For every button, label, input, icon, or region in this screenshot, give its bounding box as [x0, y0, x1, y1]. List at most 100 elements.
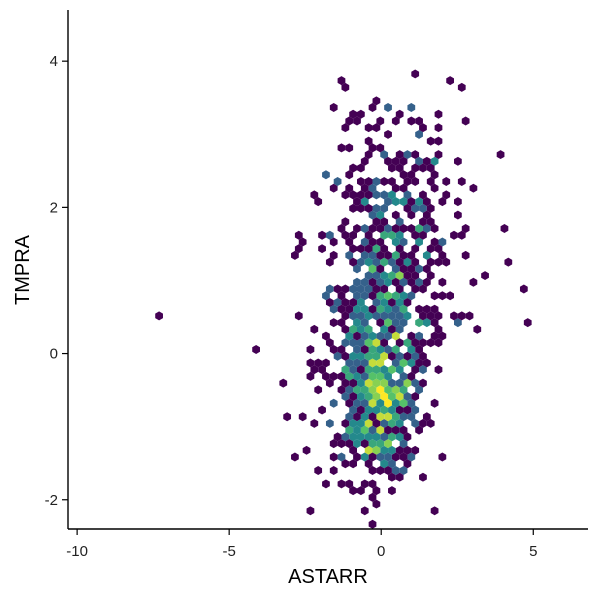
hex-cell [430, 506, 439, 516]
hex-cell [426, 217, 435, 227]
hex-cell [391, 398, 400, 408]
hex-cell [391, 156, 400, 166]
hex-cell [341, 324, 350, 334]
hex-cell [419, 472, 427, 482]
hex-cell [368, 492, 377, 502]
hex-cell [481, 271, 489, 281]
hex-cell [360, 452, 369, 462]
hex-cell [411, 271, 420, 281]
hex-cell [395, 472, 404, 482]
hex-cell [357, 284, 365, 294]
hex-cell [419, 284, 427, 294]
hex-cell [403, 257, 412, 267]
hex-cell [353, 304, 361, 314]
hex-cell [322, 170, 330, 180]
hex-cell [384, 452, 392, 462]
hex-cell [353, 358, 361, 368]
hex-cell [349, 190, 357, 200]
x-tick-label: 5 [529, 543, 537, 560]
hex-cell [314, 465, 323, 475]
hex-cell [376, 224, 385, 233]
hex-cell [368, 398, 377, 408]
hex-cell [345, 371, 354, 381]
hex-cell [426, 311, 435, 321]
hex-cell [388, 271, 396, 281]
hex-cell [360, 237, 369, 247]
hex-cell [434, 244, 443, 254]
hex-cell [337, 479, 346, 489]
hex-cell [349, 324, 357, 334]
hex-cell [333, 432, 342, 442]
hex-cell [399, 291, 408, 301]
hex-cell [395, 257, 404, 267]
hex-cell [380, 365, 389, 375]
hex-cell [384, 156, 392, 166]
x-tick-label: -5 [222, 543, 235, 560]
hex-cell [349, 418, 357, 428]
hex-cell [283, 412, 292, 422]
hex-cell [372, 190, 381, 200]
hex-cell [341, 351, 350, 361]
hex-cell [302, 445, 311, 455]
hex-cell [380, 351, 389, 361]
hex-cell [368, 291, 377, 301]
hex-cell [310, 365, 319, 375]
hex-cell [430, 398, 439, 408]
hex-cell [329, 183, 338, 193]
hex-cell [341, 123, 350, 133]
hex-cell [357, 109, 365, 119]
hex-cell [384, 385, 392, 395]
y-tick-label: 4 [50, 53, 58, 70]
hex-cell [391, 452, 400, 462]
hex-cell [422, 197, 431, 207]
hex-cell [368, 385, 377, 395]
hex-cell [399, 318, 408, 328]
hex-cell [380, 378, 389, 388]
hex-cell [384, 398, 392, 408]
hex-cell [294, 230, 303, 240]
hex-cell [438, 331, 447, 341]
hex-cell [349, 284, 357, 294]
hex-cell [360, 291, 369, 301]
hex-cell [376, 439, 385, 449]
hex-cell [318, 230, 326, 240]
hex-cell [353, 398, 361, 408]
hex-cell [349, 432, 357, 442]
hex-cell [353, 371, 361, 381]
hex-cell [415, 237, 423, 247]
hex-cell [426, 176, 435, 186]
hex-cell [372, 244, 381, 254]
hex-cell [388, 445, 396, 455]
hex-cell [395, 392, 404, 402]
hex-cell [407, 224, 416, 233]
hex-cell [380, 257, 389, 267]
hex-cell [364, 150, 373, 160]
hex-cell [364, 365, 373, 375]
hex-cell [388, 418, 396, 428]
hex-cell [399, 183, 408, 193]
hex-cell [376, 452, 385, 462]
hex-cell [372, 432, 381, 442]
hex-cell [395, 217, 404, 227]
hex-cell [403, 150, 412, 160]
hex-cell [384, 318, 392, 328]
hex-cell [391, 412, 400, 422]
hex-cell [368, 439, 377, 449]
hex-cell [384, 224, 392, 233]
hex-cell [364, 311, 373, 321]
hex-cell [357, 418, 365, 428]
hex-cell [353, 291, 361, 301]
hex-cell [364, 405, 373, 415]
hex-cell [523, 318, 532, 328]
hex-cell [357, 365, 365, 375]
hex-cell [399, 250, 408, 260]
hex-cell [407, 277, 416, 287]
hex-cell [395, 297, 404, 307]
hex-cell [415, 425, 423, 435]
hex-cell [388, 378, 396, 388]
hex-cell [465, 311, 474, 321]
hex-cell [411, 351, 420, 361]
hex-cell [349, 203, 357, 213]
hex-cell [426, 136, 435, 146]
hex-cell [391, 425, 400, 435]
